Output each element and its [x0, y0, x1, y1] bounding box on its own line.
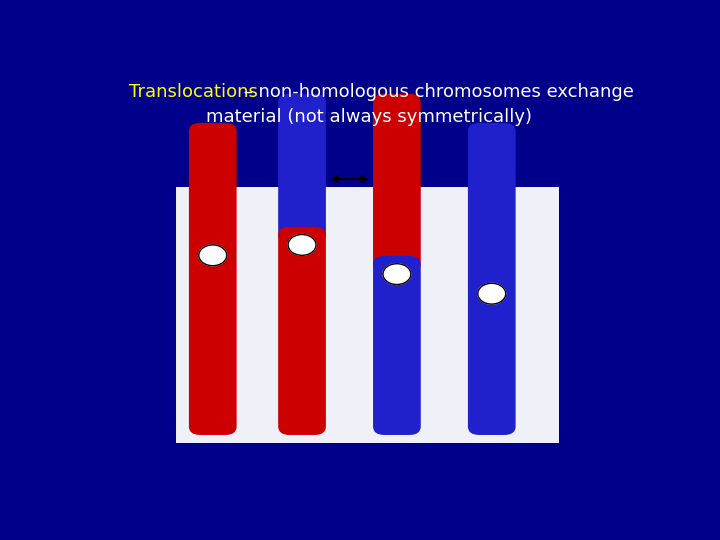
FancyBboxPatch shape	[176, 187, 559, 443]
FancyBboxPatch shape	[189, 123, 237, 435]
Circle shape	[383, 264, 411, 285]
Text: Translocations: Translocations	[129, 83, 258, 101]
FancyBboxPatch shape	[468, 123, 516, 435]
FancyBboxPatch shape	[373, 256, 420, 435]
Circle shape	[199, 245, 227, 266]
FancyBboxPatch shape	[278, 94, 326, 244]
Text: material (not always symmetrically): material (not always symmetrically)	[206, 108, 532, 126]
Text: – non-homologous chromosomes exchange: – non-homologous chromosomes exchange	[238, 83, 634, 101]
FancyBboxPatch shape	[373, 94, 420, 273]
Circle shape	[288, 234, 316, 255]
Circle shape	[478, 284, 505, 304]
FancyBboxPatch shape	[278, 227, 326, 435]
